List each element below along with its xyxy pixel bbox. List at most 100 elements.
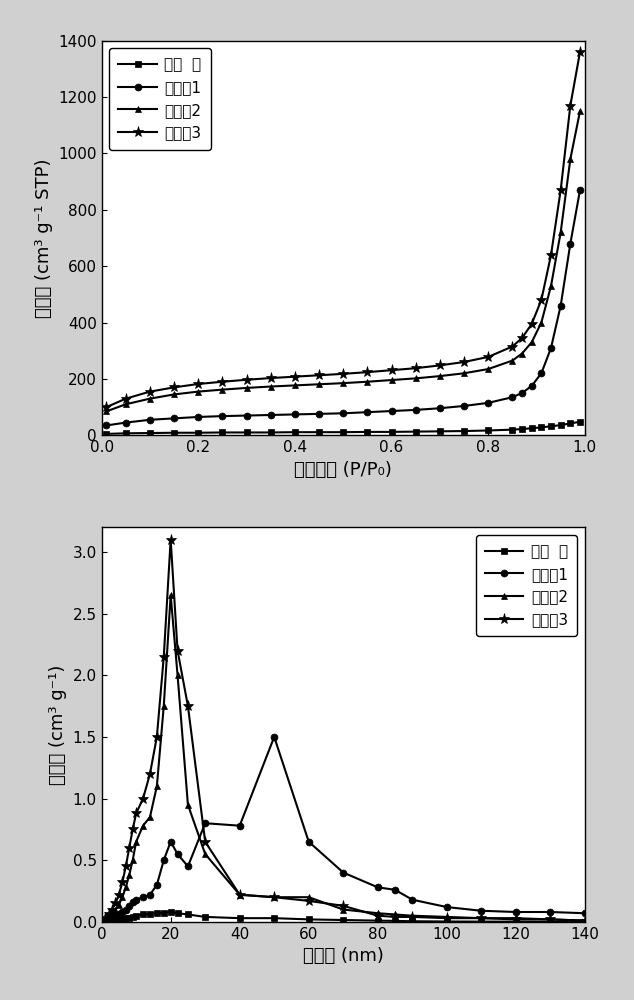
对比  例 (460, 425, 468, 437)
实施例1 (115, 908, 123, 920)
实施例1 (408, 894, 416, 906)
对比  例 (133, 910, 140, 922)
对比  例 (443, 915, 451, 927)
实施例2 (267, 381, 275, 393)
实施例1 (160, 854, 167, 866)
实施例2 (184, 799, 191, 811)
对比  例 (538, 421, 545, 433)
实施例3 (408, 911, 416, 923)
实施例3 (122, 860, 129, 872)
实施例3 (103, 401, 110, 413)
实施例1 (153, 879, 160, 891)
对比  例 (243, 426, 250, 438)
实施例2 (547, 280, 555, 292)
实施例2 (291, 379, 299, 391)
对比  例 (219, 426, 226, 438)
对比  例 (103, 428, 110, 440)
对比  例 (408, 915, 416, 927)
Line: 实施例3: 实施例3 (101, 46, 586, 413)
实施例1 (171, 412, 178, 424)
实施例1 (512, 906, 520, 918)
实施例3 (547, 249, 555, 261)
实施例1 (484, 397, 492, 409)
对比  例 (291, 426, 299, 438)
实施例3 (315, 369, 323, 381)
实施例1 (508, 391, 516, 403)
实施例3 (146, 768, 154, 780)
对比  例 (202, 911, 209, 923)
对比  例 (339, 914, 347, 926)
实施例2 (374, 907, 382, 919)
实施例1 (528, 380, 536, 392)
对比  例 (108, 915, 116, 927)
对比  例 (139, 908, 147, 920)
实施例2 (460, 367, 468, 379)
Line: 实施例1: 实施例1 (103, 187, 583, 429)
实施例1 (122, 417, 129, 429)
实施例1 (412, 404, 420, 416)
实施例3 (291, 371, 299, 383)
Y-axis label: 孔体积 (cm³ g⁻¹): 孔体积 (cm³ g⁻¹) (49, 664, 67, 785)
实施例1 (305, 836, 313, 848)
对比  例 (512, 916, 520, 928)
实施例3 (160, 651, 167, 663)
实施例1 (339, 867, 347, 879)
Line: 对比  例: 对比 例 (101, 909, 588, 925)
实施例1 (103, 419, 110, 431)
实施例3 (129, 823, 136, 835)
对比  例 (436, 425, 444, 437)
实施例3 (105, 908, 112, 920)
实施例1 (576, 184, 584, 196)
Y-axis label: 孔体积 (cm³ g⁻¹ STP): 孔体积 (cm³ g⁻¹ STP) (35, 158, 53, 318)
实施例3 (202, 836, 209, 848)
实施例2 (363, 376, 371, 388)
实施例3 (518, 332, 526, 344)
实施例2 (126, 869, 133, 881)
对比  例 (567, 417, 574, 429)
实施例2 (122, 398, 129, 410)
实施例2 (139, 820, 147, 832)
实施例2 (236, 889, 243, 901)
实施例1 (122, 904, 129, 916)
对比  例 (412, 426, 420, 438)
实施例3 (363, 366, 371, 378)
实施例2 (567, 153, 574, 165)
对比  例 (146, 908, 154, 920)
实施例2 (508, 355, 516, 367)
实施例1 (581, 907, 588, 919)
实施例1 (195, 411, 202, 423)
Line: 实施例2: 实施例2 (103, 108, 583, 415)
实施例2 (408, 910, 416, 922)
实施例2 (122, 881, 129, 893)
实施例2 (528, 336, 536, 348)
对比  例 (153, 907, 160, 919)
对比  例 (122, 912, 129, 924)
实施例2 (105, 911, 112, 923)
实施例1 (339, 407, 347, 419)
实施例1 (243, 410, 250, 422)
实施例2 (315, 378, 323, 390)
实施例1 (567, 238, 574, 250)
实施例2 (547, 913, 554, 925)
实施例2 (133, 836, 140, 848)
实施例3 (195, 378, 202, 390)
对比  例 (171, 427, 178, 439)
实施例1 (547, 342, 555, 354)
实施例2 (101, 913, 109, 925)
实施例3 (581, 915, 588, 927)
对比  例 (557, 419, 564, 431)
实施例1 (133, 894, 140, 906)
实施例2 (538, 317, 545, 329)
X-axis label: 孔尺寸 (nm): 孔尺寸 (nm) (303, 947, 384, 965)
实施例3 (538, 294, 545, 306)
实施例3 (443, 912, 451, 924)
实施例1 (267, 409, 275, 421)
对比  例 (119, 913, 126, 925)
实施例3 (271, 891, 278, 903)
实施例1 (374, 881, 382, 893)
实施例2 (160, 700, 167, 712)
Legend: 对比  例, 实施例1, 实施例2, 实施例3: 对比 例, 实施例1, 实施例2, 实施例3 (476, 535, 577, 636)
对比  例 (518, 423, 526, 435)
实施例1 (105, 913, 112, 925)
对比  例 (305, 913, 313, 925)
